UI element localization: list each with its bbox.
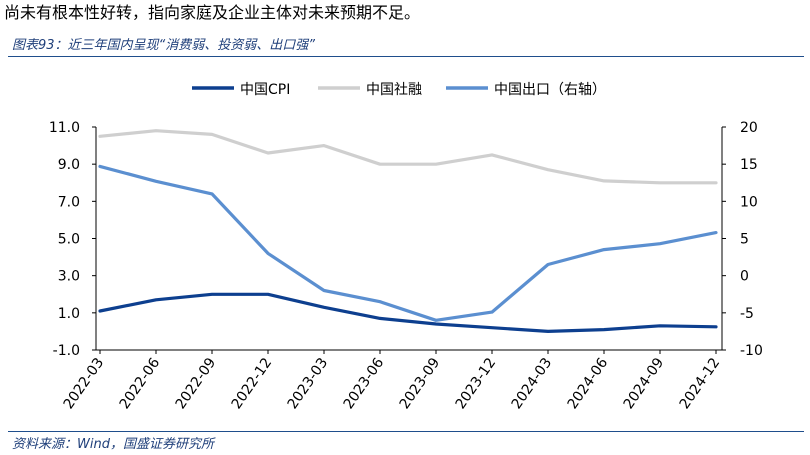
- y-left-tick-label: 7.0: [58, 194, 80, 210]
- legend-label: 中国CPI: [240, 82, 290, 98]
- y-right-tick-label: 5: [740, 232, 749, 248]
- x-tick-label: 2024-12: [677, 355, 724, 412]
- y-right-tick-label: 10: [740, 194, 758, 210]
- y-left-tick-label: 1.0: [58, 306, 80, 322]
- x-tick-label: 2023-06: [341, 355, 388, 412]
- source-rule: [8, 431, 804, 432]
- series-line-2: [98, 129, 718, 185]
- y-left-tick-label: 9.0: [58, 157, 80, 173]
- x-tick-label: 2022-03: [61, 355, 108, 412]
- y-left-tick-label: 11.0: [49, 120, 80, 136]
- intro-text: 尚未有根本性好转，指向家庭及企业主体对未来预期不足。: [4, 3, 421, 22]
- source-note: 资料来源：Wind，国盛证券研究所: [12, 437, 214, 452]
- figure-caption: 图表93：近三年国内呈现“消费弱、投资弱、出口强”: [12, 38, 316, 53]
- x-tick-label: 2022-06: [117, 355, 164, 412]
- y-left-tick-label: 3.0: [58, 269, 80, 285]
- y-right-tick-label: -10: [740, 343, 763, 359]
- y-left-tick-label: 5.0: [58, 232, 80, 248]
- caption-rule: [8, 56, 804, 57]
- x-tick-label: 2023-03: [285, 355, 332, 412]
- series-line-3: [98, 164, 718, 322]
- y-right-tick-label: 0: [740, 269, 749, 285]
- x-tick-label: 2024-03: [509, 355, 556, 412]
- x-tick-label: 2023-09: [397, 355, 444, 412]
- x-tick-label: 2024-09: [621, 355, 668, 412]
- y-right-tick-label: -5: [740, 306, 754, 322]
- y-left-tick-label: -1.0: [53, 343, 80, 359]
- x-tick-label: 2024-06: [565, 355, 612, 412]
- x-tick-label: 2022-09: [173, 355, 220, 412]
- x-tick-label: 2023-12: [453, 355, 500, 412]
- y-right-tick-label: 20: [740, 120, 758, 136]
- series-line-1: [98, 292, 718, 333]
- legend-label: 中国社融: [366, 82, 422, 98]
- y-right-tick-label: 15: [740, 157, 758, 173]
- legend-label: 中国出口（右轴）: [494, 82, 606, 98]
- x-tick-label: 2022-12: [229, 355, 276, 412]
